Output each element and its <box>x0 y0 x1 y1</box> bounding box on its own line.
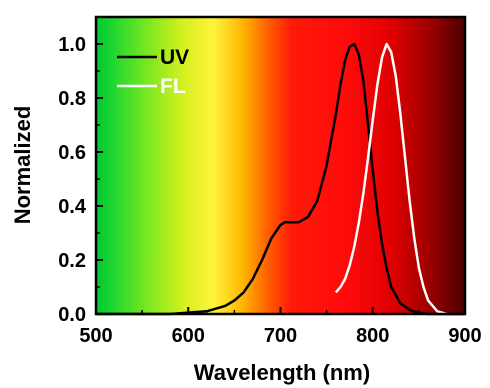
legend-fl-label: FL <box>160 75 186 98</box>
y-tick-label: 0.4 <box>58 196 87 218</box>
y-tick-label: 0.0 <box>58 304 86 326</box>
plot-background <box>96 17 465 314</box>
series-fl-line <box>334 42 447 316</box>
y-tick-label: 0.6 <box>58 142 86 164</box>
legend-uv-label: UV <box>160 46 189 69</box>
y-tick-label: 0.2 <box>58 250 86 272</box>
x-tick-label: 500 <box>79 325 112 347</box>
x-tick-label: 900 <box>448 325 481 347</box>
x-axis-ticks: 500 600 700 800 900 <box>79 307 482 347</box>
series-layer <box>96 42 465 316</box>
x-tick-label: 700 <box>264 325 297 347</box>
y-tick-label: 0.8 <box>58 88 86 110</box>
y-axis-ticks: 0.0 0.2 0.4 0.6 0.8 1.0 <box>58 34 103 326</box>
legend: UV FL <box>117 46 189 98</box>
x-tick-label: 800 <box>356 325 389 347</box>
x-axis-title: Wavelength (nm) <box>194 360 370 385</box>
series-uv-line <box>96 42 465 316</box>
y-tick-label: 1.0 <box>58 34 86 56</box>
x-tick-label: 600 <box>172 325 205 347</box>
y-axis-title: Normalized <box>10 106 35 225</box>
